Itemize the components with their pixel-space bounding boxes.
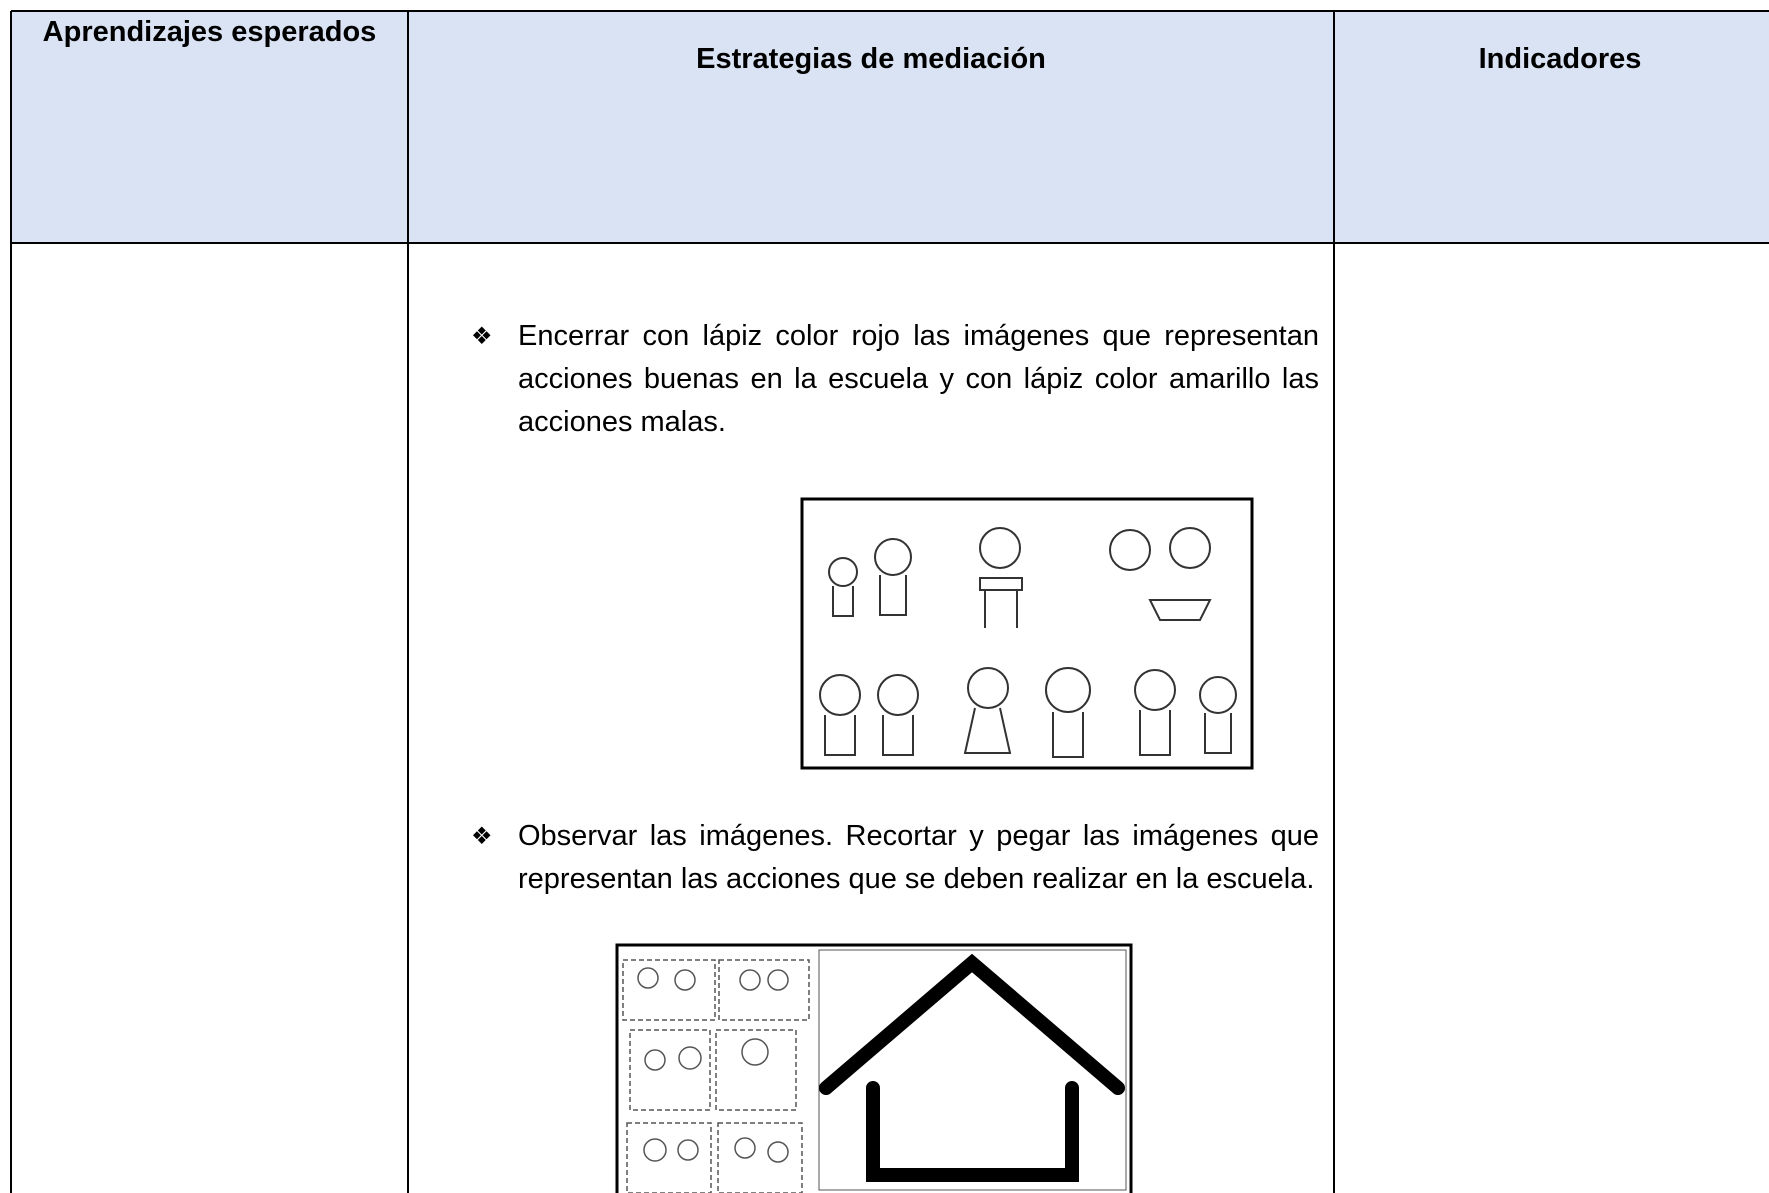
bullet-symbol: ❖: [471, 323, 493, 350]
header-cell: Estrategias de mediación: [696, 43, 1046, 75]
header-cell: Aprendizajes esperados: [42, 16, 377, 48]
bullet-text: Encerrar con lápiz color rojo las imágen…: [518, 320, 1319, 438]
bullet-text: Observar las imágenes. Recortar y pegar …: [518, 820, 1319, 895]
header-cell: Indicadores: [1478, 43, 1642, 75]
bullet-symbol: ❖: [471, 823, 493, 850]
